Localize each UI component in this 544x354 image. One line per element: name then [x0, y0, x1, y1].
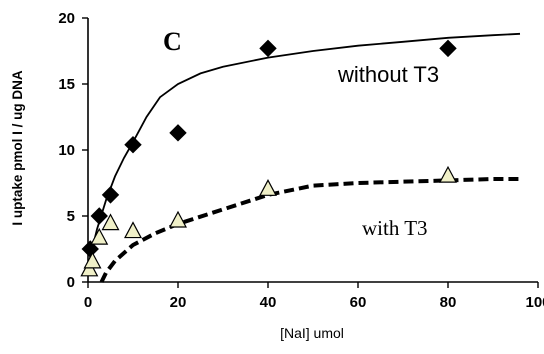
y-tick-label: 20 — [58, 10, 75, 27]
y-tick-label: 0 — [67, 274, 75, 291]
x-tick-label: 80 — [440, 294, 457, 311]
data-point-without-t3 — [90, 207, 108, 225]
series-label-with-t3: with T3 — [362, 216, 428, 240]
data-point-with-t3 — [83, 251, 102, 269]
x-tick-label: 0 — [84, 294, 92, 311]
x-tick-label: 20 — [170, 294, 187, 311]
data-point-with-t3 — [101, 213, 120, 231]
data-point-without-t3 — [439, 39, 457, 58]
y-tick-label: 10 — [58, 142, 75, 159]
data-point-with-t3 — [259, 179, 277, 196]
markers — [80, 39, 457, 277]
data-point-without-t3 — [101, 186, 120, 204]
axes — [87, 18, 538, 283]
fit-curve-with-t3 — [99, 177, 520, 283]
data-point-without-t3 — [124, 136, 142, 154]
fit-lines — [87, 32, 521, 283]
data-point-with-t3 — [169, 210, 187, 228]
y-tick-label: 5 — [67, 208, 75, 225]
x-tick-label: 100 — [525, 294, 544, 311]
x-tick-label: 60 — [350, 294, 367, 311]
y-axis-title: I uptake pmol I / ug DNA — [10, 70, 25, 226]
x-axis-title: [NaI] umol — [280, 325, 344, 341]
fit-curve-without-t3 — [87, 32, 521, 267]
x-tick-label: 40 — [260, 294, 277, 311]
data-point-without-t3 — [259, 39, 277, 58]
y-tick-label: 15 — [58, 76, 75, 93]
data-point-with-t3 — [124, 221, 142, 239]
ticks: 0 5 10 15 20 0 20 40 60 80 100 — [58, 10, 544, 311]
data-point-without-t3 — [169, 124, 187, 142]
data-point-with-t3 — [439, 165, 457, 183]
data-point-with-t3 — [90, 227, 109, 245]
panel-label: C — [163, 27, 182, 56]
series-label-without-t3: without T3 — [337, 62, 439, 87]
